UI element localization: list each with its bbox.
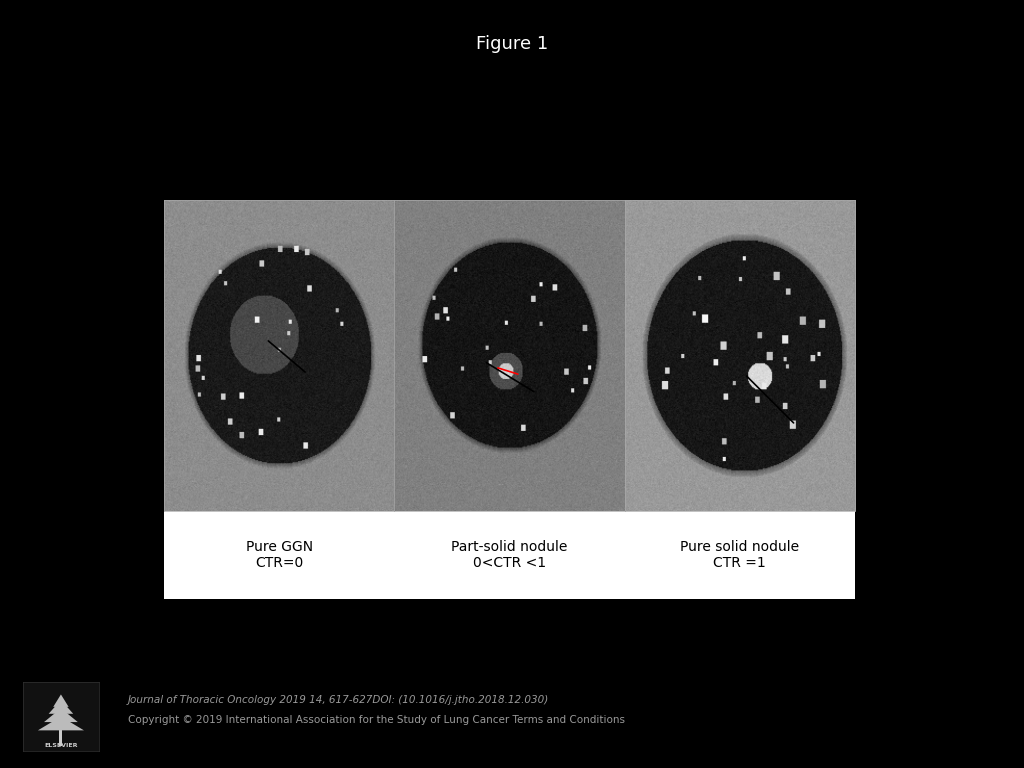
Polygon shape [49, 700, 74, 713]
Polygon shape [44, 708, 78, 722]
Text: ELSEVIER: ELSEVIER [44, 743, 78, 748]
Polygon shape [59, 727, 62, 746]
Text: Copyright © 2019 International Association for the Study of Lung Cancer Terms an: Copyright © 2019 International Associati… [128, 715, 625, 726]
Text: Part-solid nodule
0<CTR <1: Part-solid nodule 0<CTR <1 [452, 540, 567, 570]
Text: Figure 1: Figure 1 [476, 35, 548, 52]
Polygon shape [38, 717, 84, 730]
Text: Pure GGN
CTR=0: Pure GGN CTR=0 [246, 540, 313, 570]
Polygon shape [53, 694, 69, 707]
Text: Pure solid nodule
CTR =1: Pure solid nodule CTR =1 [680, 540, 799, 570]
Text: Journal of Thoracic Oncology 2019 14, 617-627DOI: (10.1016/j.jtho.2018.12.030): Journal of Thoracic Oncology 2019 14, 61… [128, 695, 549, 706]
